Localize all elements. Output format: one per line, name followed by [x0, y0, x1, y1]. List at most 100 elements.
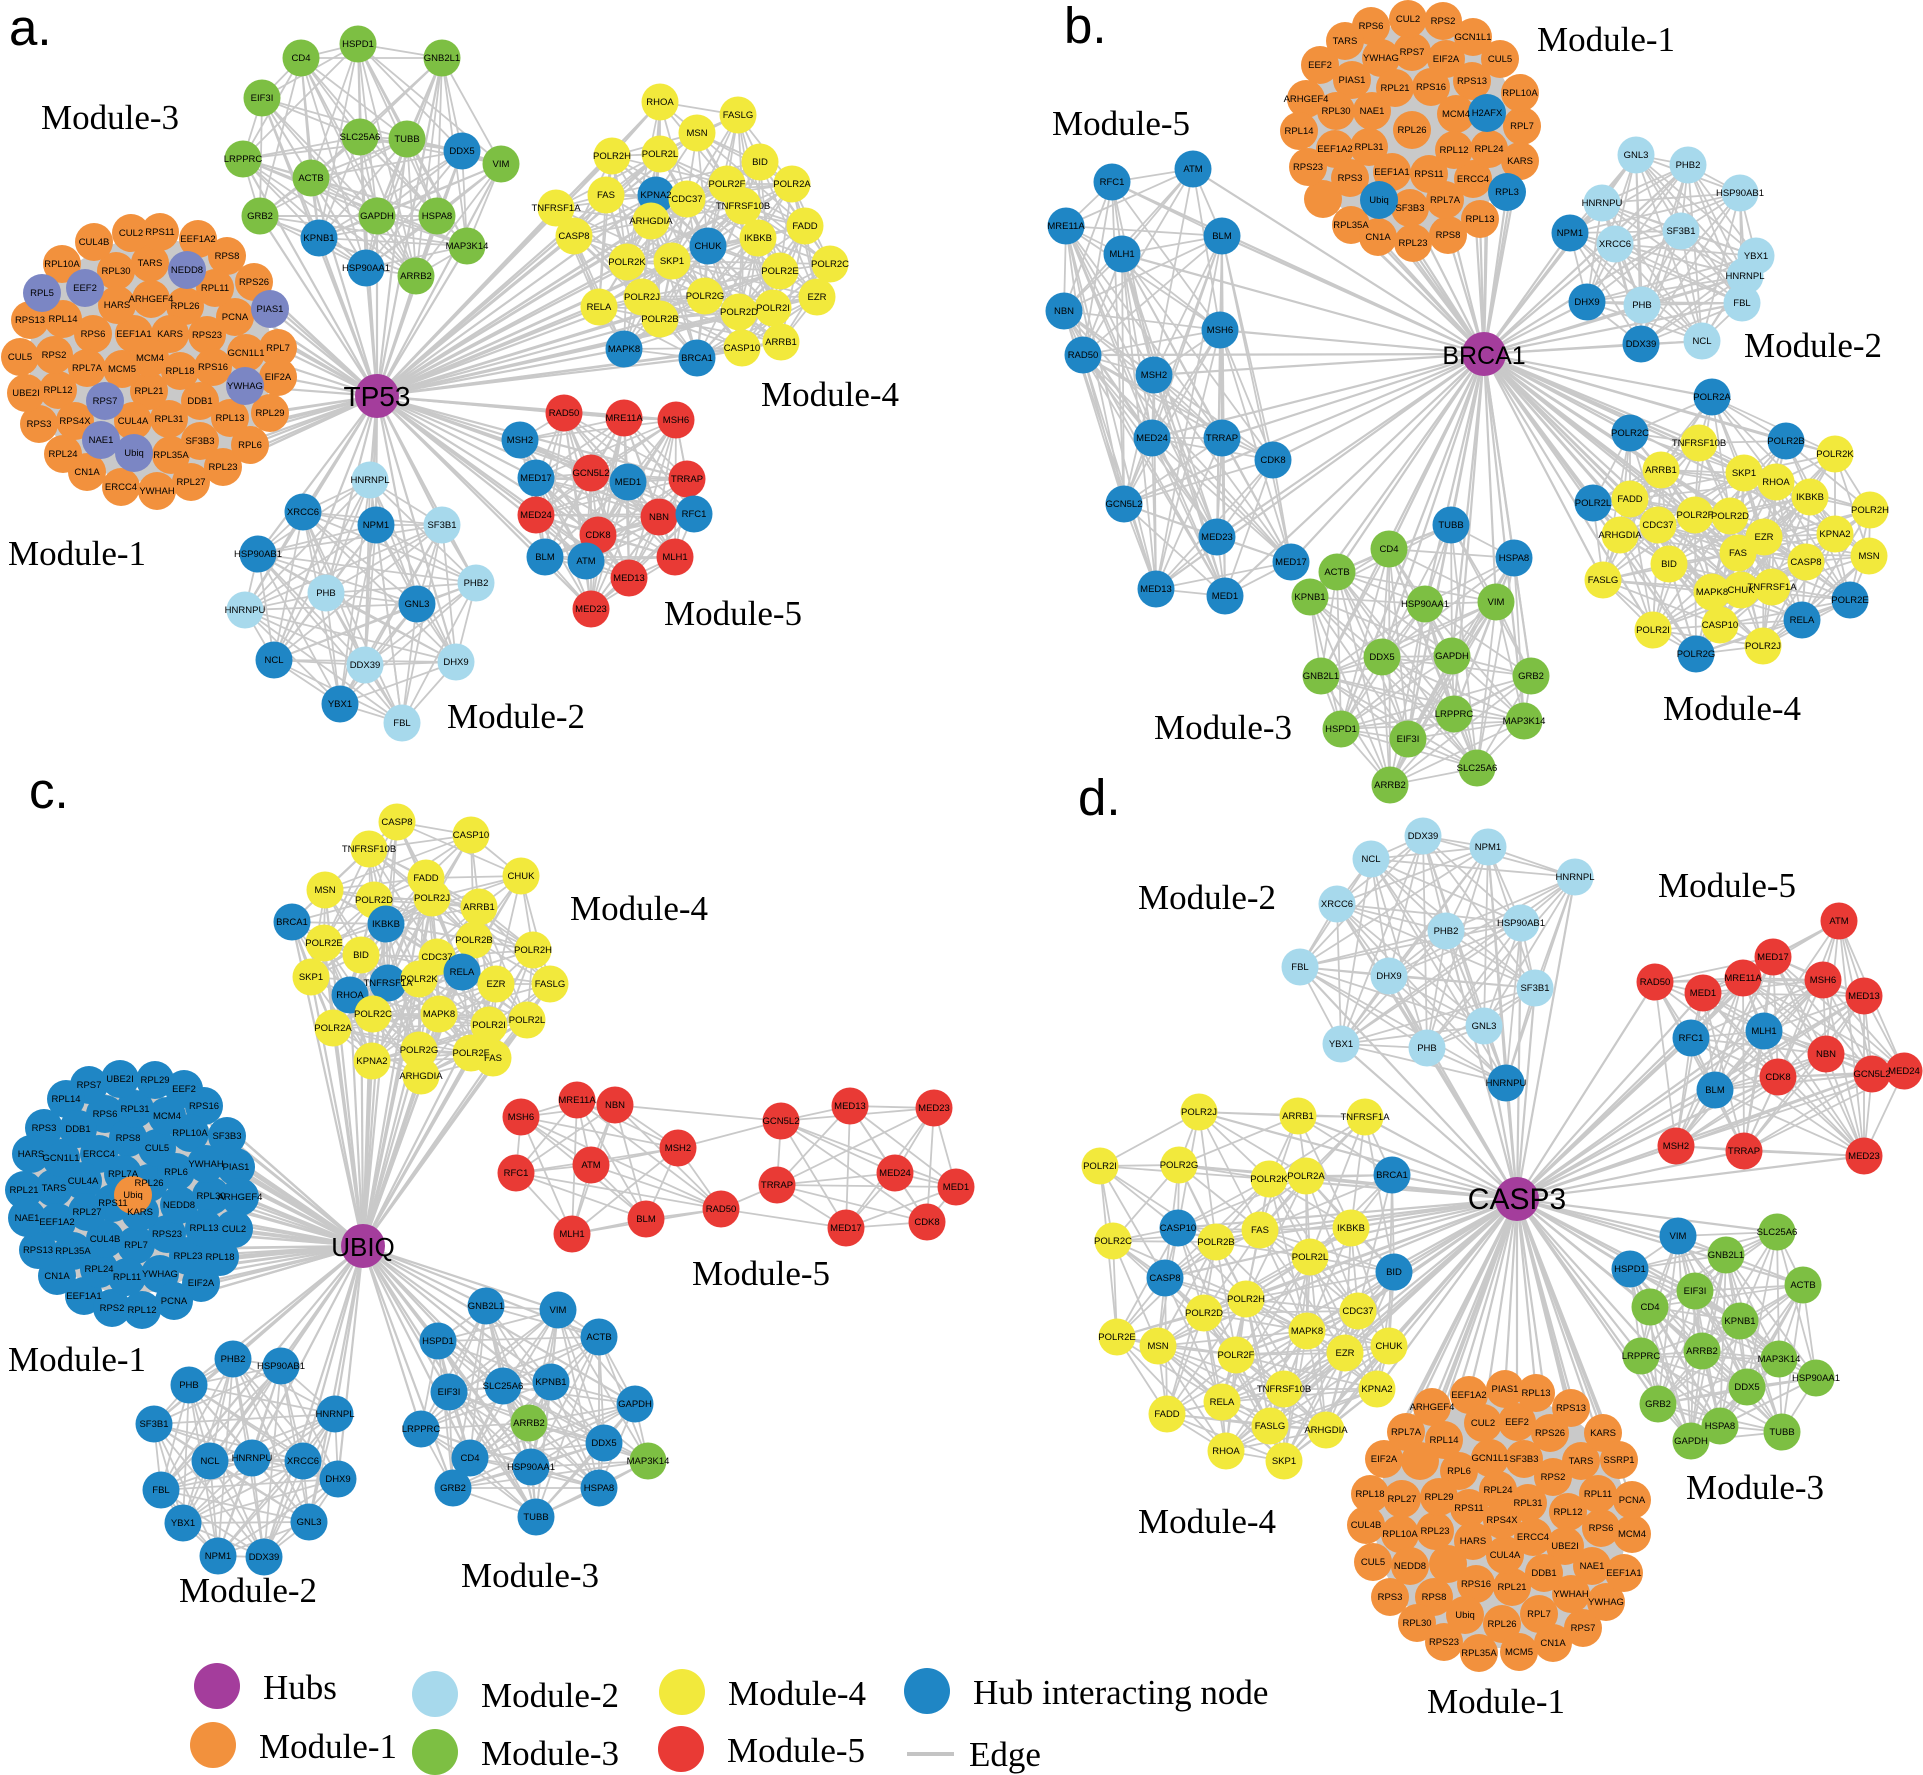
svg-text:RPS13: RPS13	[1457, 76, 1487, 87]
svg-text:POLR2E: POLR2E	[761, 266, 799, 277]
svg-text:RPL21: RPL21	[1497, 1582, 1526, 1593]
svg-text:YBX1: YBX1	[1744, 251, 1768, 262]
svg-text:RPS11: RPS11	[98, 1198, 127, 1209]
svg-text:SF3B1: SF3B1	[139, 1419, 168, 1430]
svg-text:EEF2: EEF2	[1308, 60, 1332, 71]
svg-text:POLR2I: POLR2I	[1083, 1161, 1117, 1172]
svg-text:TARS: TARS	[1569, 1456, 1594, 1467]
svg-text:ACTB: ACTB	[1790, 1280, 1815, 1291]
svg-text:MAPK8: MAPK8	[1291, 1326, 1323, 1337]
svg-text:KPNA2: KPNA2	[356, 1056, 387, 1067]
svg-text:POLR2D: POLR2D	[1185, 1308, 1223, 1319]
svg-text:BLM: BLM	[636, 1214, 656, 1225]
svg-text:POLR2L: POLR2L	[509, 1015, 545, 1026]
svg-text:RPS2: RPS2	[42, 350, 67, 361]
svg-text:CDK8: CDK8	[1765, 1072, 1790, 1083]
svg-text:BLM: BLM	[1705, 1085, 1725, 1096]
svg-text:POLR2G: POLR2G	[686, 291, 725, 302]
svg-text:POLR2B: POLR2B	[641, 314, 679, 325]
svg-text:Ubiq: Ubiq	[124, 448, 144, 459]
svg-text:ATM: ATM	[576, 556, 595, 567]
svg-text:GCN1L1: GCN1L1	[228, 348, 265, 359]
svg-text:EEF1A1: EEF1A1	[1606, 1568, 1641, 1579]
svg-text:RPL18: RPL18	[205, 1252, 234, 1263]
svg-text:MLH1: MLH1	[1109, 249, 1134, 260]
svg-text:RPS3: RPS3	[27, 419, 52, 430]
svg-text:NBN: NBN	[605, 1100, 625, 1111]
svg-text:BID: BID	[353, 950, 369, 961]
svg-text:POLR2A: POLR2A	[314, 1023, 352, 1034]
svg-text:DHX9: DHX9	[1574, 297, 1599, 308]
svg-text:RPL18: RPL18	[165, 366, 194, 377]
svg-text:SLC25A6: SLC25A6	[1457, 763, 1498, 774]
svg-text:SKP1: SKP1	[299, 972, 323, 983]
svg-text:ARRB2: ARRB2	[513, 1418, 545, 1429]
svg-text:UBIQ: UBIQ	[331, 1232, 395, 1262]
svg-text:FASLG: FASLG	[1588, 575, 1619, 586]
svg-text:H2AFX: H2AFX	[1472, 108, 1503, 119]
svg-text:ACTB: ACTB	[586, 1332, 611, 1343]
svg-text:RPL35A: RPL35A	[153, 450, 189, 461]
svg-text:RPL7: RPL7	[266, 343, 290, 354]
svg-text:MSH2: MSH2	[1663, 1141, 1689, 1152]
svg-text:ERCC4: ERCC4	[1457, 174, 1489, 185]
svg-text:PHB2: PHB2	[1434, 926, 1459, 937]
svg-text:EEF1A1: EEF1A1	[1374, 167, 1409, 178]
svg-text:EEF1A2: EEF1A2	[1451, 1390, 1486, 1401]
svg-text:HSP90AA1: HSP90AA1	[507, 1462, 555, 1473]
svg-text:RPS16: RPS16	[198, 362, 228, 373]
svg-text:RPS7: RPS7	[77, 1080, 102, 1091]
svg-text:POLR2E: POLR2E	[305, 938, 343, 949]
svg-text:RPL26: RPL26	[1397, 125, 1426, 136]
svg-text:MRE11A: MRE11A	[605, 413, 643, 424]
svg-text:RPS8: RPS8	[1436, 230, 1461, 241]
svg-text:RPL26: RPL26	[134, 1178, 163, 1189]
svg-text:CDC37: CDC37	[671, 194, 702, 205]
svg-text:POLR2K: POLR2K	[608, 257, 646, 268]
svg-text:Module-3: Module-3	[461, 1556, 599, 1595]
svg-text:POLR2D: POLR2D	[1711, 511, 1749, 522]
svg-text:ARHGEF4: ARHGEF4	[1284, 94, 1329, 105]
svg-text:VIM: VIM	[1488, 597, 1505, 608]
svg-text:LRPPRC: LRPPRC	[1435, 709, 1474, 720]
svg-text:POLR2L: POLR2L	[642, 149, 678, 160]
svg-text:MED13: MED13	[613, 573, 645, 584]
svg-text:TNFRSF10B: TNFRSF10B	[342, 844, 396, 855]
svg-text:DHX9: DHX9	[443, 657, 468, 668]
svg-text:GAPDH: GAPDH	[1435, 651, 1469, 662]
svg-text:POLR2J: POLR2J	[414, 893, 450, 904]
svg-text:RPL11: RPL11	[113, 1272, 141, 1283]
svg-text:POLR2K: POLR2K	[1816, 449, 1854, 460]
svg-text:SLC25A6: SLC25A6	[483, 1381, 524, 1392]
svg-text:TARS: TARS	[138, 258, 163, 269]
svg-text:RPL26: RPL26	[1487, 1619, 1516, 1630]
svg-text:MED23: MED23	[918, 1103, 950, 1114]
svg-text:POLR2I: POLR2I	[472, 1020, 506, 1031]
svg-text:Module-5: Module-5	[692, 1254, 830, 1293]
svg-text:Module-2: Module-2	[179, 1571, 317, 1610]
svg-text:FASLG: FASLG	[723, 110, 754, 121]
svg-text:RPS2: RPS2	[1431, 16, 1456, 27]
svg-text:DDX39: DDX39	[350, 660, 381, 671]
svg-text:NPM1: NPM1	[1475, 842, 1501, 853]
svg-text:RPS4X: RPS4X	[1486, 1515, 1518, 1526]
svg-text:SF3B3: SF3B3	[1395, 203, 1424, 214]
svg-text:Module-3: Module-3	[1686, 1468, 1824, 1507]
svg-text:RPL23: RPL23	[208, 462, 237, 473]
svg-text:MED24: MED24	[520, 510, 552, 521]
svg-text:EEF2: EEF2	[172, 1084, 196, 1095]
svg-text:RPL18: RPL18	[1355, 1489, 1384, 1500]
svg-text:FADD: FADD	[792, 221, 817, 232]
svg-text:POLR2F: POLR2F	[709, 179, 746, 190]
svg-text:HARS: HARS	[18, 1149, 44, 1160]
svg-text:RPL35A: RPL35A	[55, 1246, 91, 1257]
svg-text:Module-3: Module-3	[41, 98, 179, 137]
svg-text:CASP8: CASP8	[1790, 557, 1821, 568]
svg-text:CDC37: CDC37	[421, 952, 452, 963]
svg-text:NAE1: NAE1	[1360, 106, 1385, 117]
svg-text:CASP8: CASP8	[381, 817, 412, 828]
svg-text:RELA: RELA	[587, 302, 612, 313]
svg-text:HSP90AB1: HSP90AB1	[257, 1361, 305, 1372]
svg-text:TRRAP: TRRAP	[761, 1180, 793, 1191]
svg-text:RPL7A: RPL7A	[108, 1169, 139, 1180]
